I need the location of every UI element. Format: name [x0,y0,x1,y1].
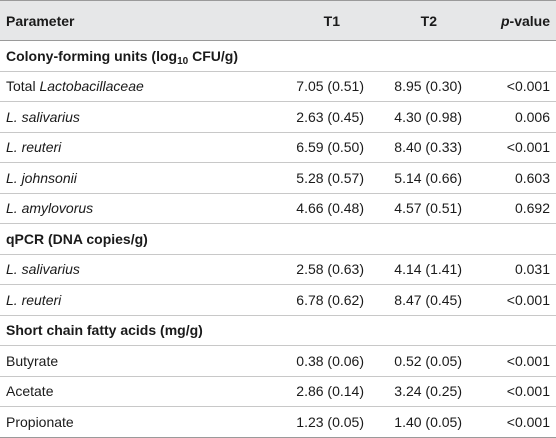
table-row: Butyrate 0.38 (0.06) 0.52 (0.05) <0.001 [0,345,556,377]
header-t2: T2 [370,0,468,41]
row-t1-value: 0.38 (0.06) [228,345,370,377]
header-t1: T1 [228,0,370,41]
row-t2-value: 3.24 (0.25) [370,376,468,407]
section-row-cfu: Colony-forming units (log10 CFU/g) [0,40,556,72]
section-row-qpcr: qPCR (DNA copies/g) [0,223,556,255]
section-title-cfu: Colony-forming units (log10 CFU/g) [0,40,556,72]
section-title-cfu-sub: 10 [177,55,189,67]
row-parameter: Total Lactobacillaceae [0,71,228,102]
table-row: Total Lactobacillaceae 7.05 (0.51) 8.95 … [0,71,556,102]
row-t1-value: 5.28 (0.57) [228,162,370,194]
row-t1-value: 6.59 (0.50) [228,132,370,163]
row-t2-value: 8.40 (0.33) [370,132,468,163]
row-t2-value: 4.14 (1.41) [370,254,468,285]
row-t2-value: 4.57 (0.51) [370,193,468,224]
row-t2-value: 4.30 (0.98) [370,101,468,133]
section-title-scfa: Short chain fatty acids (mg/g) [0,315,556,346]
row-t1-value: 2.58 (0.63) [228,254,370,285]
row-pvalue: <0.001 [468,376,556,407]
row-parameter: L. reuteri [0,132,228,163]
row-parameter: Acetate [0,376,228,407]
header-parameter: Parameter [0,0,228,41]
table-row: L. reuteri 6.59 (0.50) 8.40 (0.33) <0.00… [0,132,556,163]
table-row: Acetate 2.86 (0.14) 3.24 (0.25) <0.001 [0,376,556,407]
row-t2-value: 8.47 (0.45) [370,284,468,316]
row-parameter-name: Lactobacillaceae [39,78,144,95]
row-pvalue: <0.001 [468,71,556,102]
row-t1-value: 2.86 (0.14) [228,376,370,407]
row-t1-value: 2.63 (0.45) [228,101,370,133]
row-parameter: L. reuteri [0,284,228,316]
row-parameter: L. salivarius [0,101,228,133]
section-title-cfu-pre: Colony-forming units (log [6,47,178,64]
row-t2-value: 8.95 (0.30) [370,71,468,102]
row-pvalue: <0.001 [468,284,556,316]
row-pvalue: 0.692 [468,193,556,224]
row-t1-value: 1.23 (0.05) [228,406,370,438]
table-row: L. salivarius 2.63 (0.45) 4.30 (0.98) 0.… [0,101,556,133]
table-row: L. salivarius 2.58 (0.63) 4.14 (1.41) 0.… [0,254,556,285]
row-parameter: L. amylovorus [0,193,228,224]
row-parameter: L. johnsonii [0,162,228,194]
section-title-cfu-post: CFU/g) [188,47,238,64]
row-pvalue: <0.001 [468,406,556,438]
table-row: L. reuteri 6.78 (0.62) 8.47 (0.45) <0.00… [0,284,556,316]
section-row-scfa: Short chain fatty acids (mg/g) [0,315,556,346]
table-body: Colony-forming units (log10 CFU/g) Total… [0,40,556,438]
row-t2-value: 0.52 (0.05) [370,345,468,377]
row-parameter-prefix: Total [6,78,40,95]
row-t1-value: 7.05 (0.51) [228,71,370,102]
row-pvalue: 0.031 [468,254,556,285]
table-row: L. johnsonii 5.28 (0.57) 5.14 (0.66) 0.6… [0,162,556,194]
row-t1-value: 6.78 (0.62) [228,284,370,316]
row-t2-value: 5.14 (0.66) [370,162,468,194]
section-title-qpcr: qPCR (DNA copies/g) [0,223,556,255]
table-row: L. amylovorus 4.66 (0.48) 4.57 (0.51) 0.… [0,193,556,224]
row-pvalue: 0.006 [468,101,556,133]
row-parameter: L. salivarius [0,254,228,285]
row-t1-value: 4.66 (0.48) [228,193,370,224]
row-pvalue: <0.001 [468,345,556,377]
row-pvalue: <0.001 [468,132,556,163]
row-t2-value: 1.40 (0.05) [370,406,468,438]
row-parameter: Butyrate [0,345,228,377]
header-pvalue-italic: p [500,12,510,29]
header-pvalue-rest: -value [509,12,550,29]
table-row: Propionate 1.23 (0.05) 1.40 (0.05) <0.00… [0,406,556,438]
table-header: Parameter T1 T2 p-value [0,0,556,41]
row-pvalue: 0.603 [468,162,556,194]
header-pvalue: p-value [468,0,556,41]
header-row: Parameter T1 T2 p-value [0,0,556,41]
row-parameter: Propionate [0,406,228,438]
